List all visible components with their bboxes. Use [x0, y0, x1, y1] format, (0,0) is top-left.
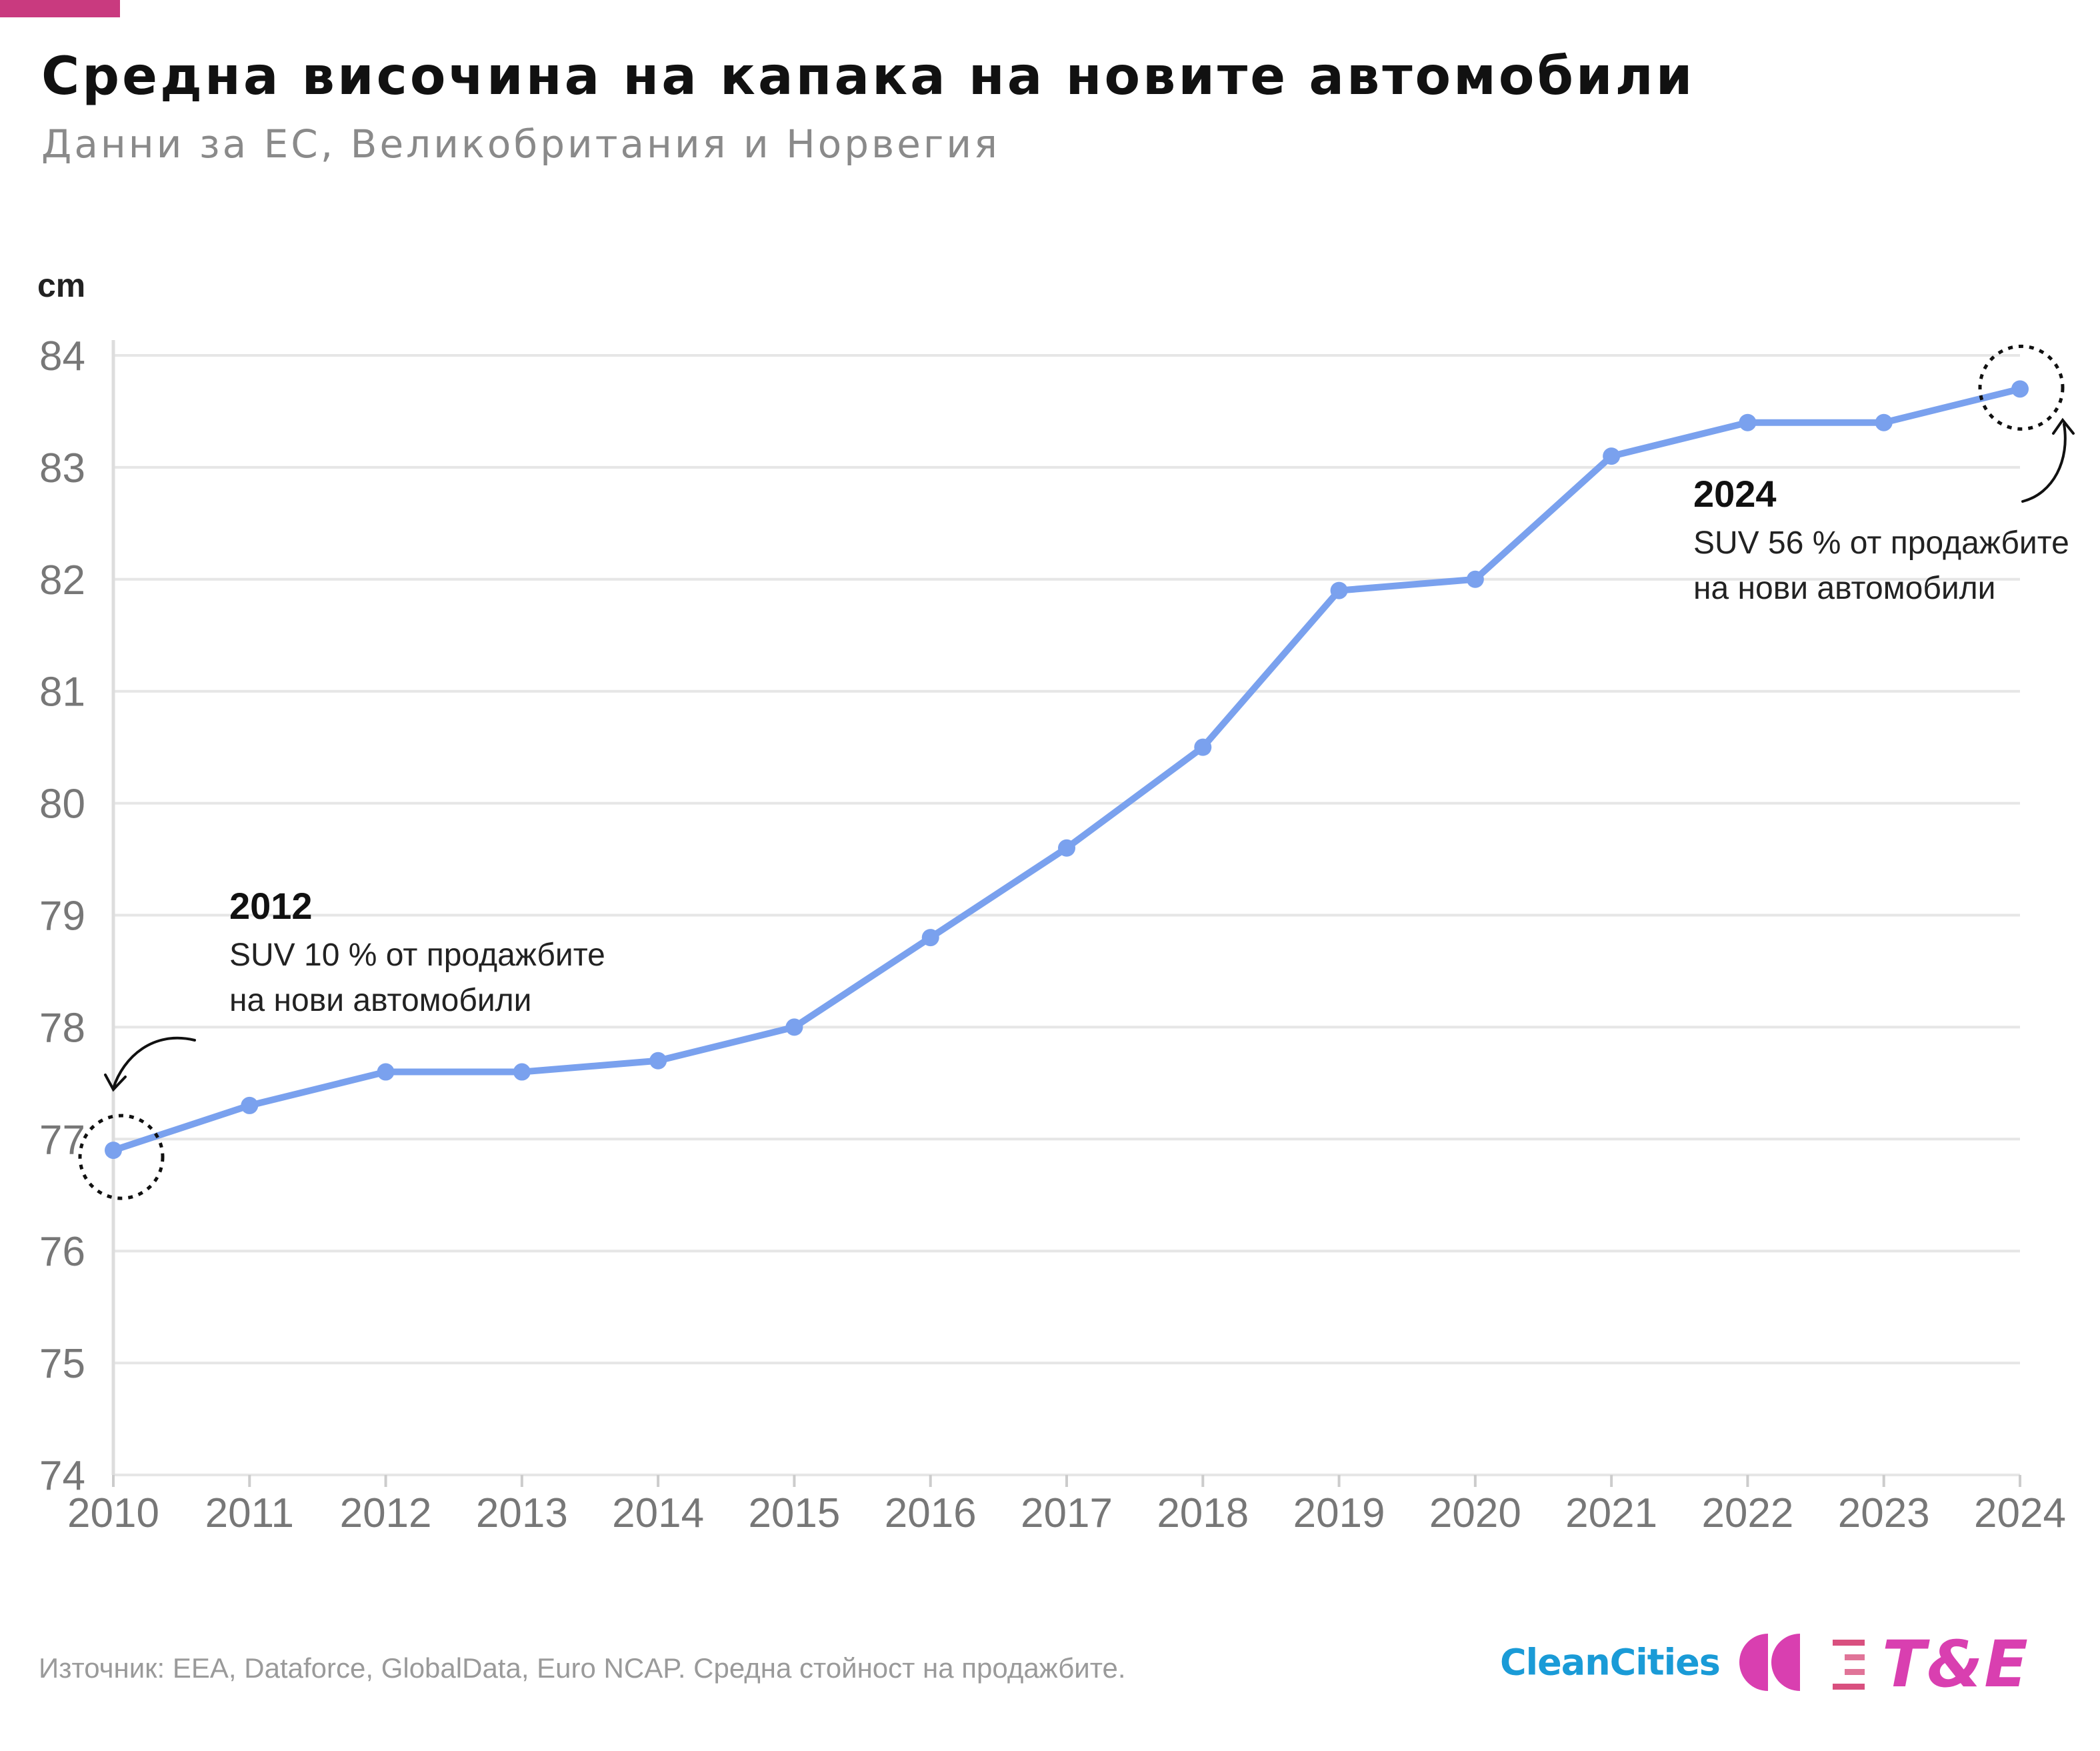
x-tick-label: 2016	[885, 1490, 977, 1536]
y-tick-label: 84	[39, 333, 85, 379]
x-tick-label: 2019	[1293, 1490, 1385, 1536]
y-tick-label: 79	[39, 894, 85, 940]
x-tick-label: 2010	[67, 1490, 159, 1536]
highlight-circle	[1978, 344, 2065, 431]
annotations: 2012 SUV 10 % от продажбите на нови автомо…	[78, 344, 2075, 1200]
annotation-arrow	[2021, 423, 2067, 503]
chart-subtitle: Данни за ЕС, Великобритания и Норвегия	[41, 121, 1000, 167]
annotation-year: 2024	[1693, 473, 1777, 515]
x-tick-label: 2012	[340, 1490, 432, 1536]
annotation-text: на нови автомобили	[1693, 571, 1996, 606]
x-tick-label: 2013	[476, 1490, 568, 1536]
cleancities-logo-text: CleanCities	[1500, 1641, 1721, 1684]
series	[105, 380, 2029, 1160]
data-point	[1739, 413, 1757, 431]
annotation-year: 2012	[229, 885, 313, 927]
highlight-circle	[78, 1114, 165, 1200]
y-tick-label: 78	[39, 1005, 85, 1051]
data-point	[1330, 581, 1348, 599]
y-tick-label: 80	[39, 781, 85, 827]
data-point	[241, 1096, 259, 1114]
x-tick-label: 2024	[1974, 1490, 2066, 1536]
x-tick-label: 2015	[748, 1490, 840, 1536]
data-point	[1466, 570, 1484, 588]
y-tick-label: 82	[39, 557, 85, 603]
x-tick-label: 2021	[1565, 1490, 1657, 1536]
x-tick-label: 2023	[1838, 1490, 1930, 1536]
double-half-circle-icon	[1739, 1634, 1800, 1691]
annotation-arrowhead	[104, 1074, 127, 1092]
x-tick-label: 2017	[1021, 1490, 1113, 1536]
te-logo-text: T&E	[1882, 1627, 2029, 1702]
annotation-arrow	[112, 1036, 196, 1090]
y-tick-label: 76	[39, 1229, 85, 1275]
annotation-text: SUV 56 % от продажбите	[1693, 525, 2069, 561]
y-tick-label: 77	[39, 1117, 85, 1163]
stacked-lines-icon	[1833, 1640, 1865, 1690]
source-note: Източник: EEA, Dataforce, GlobalData, Eu…	[39, 1652, 1126, 1684]
x-tick-label: 2018	[1157, 1490, 1249, 1536]
x-tick-labels: 2010 2011 2012 2013 2014 2015 2016 2017 2018 2019…	[67, 1490, 2066, 1536]
data-point	[785, 1018, 803, 1036]
data-point	[1875, 413, 1893, 431]
y-tick-label: 75	[39, 1341, 85, 1387]
chart-title: Средна височина на капака на новите авто…	[41, 47, 1695, 107]
x-tick-label: 2022	[1701, 1490, 1793, 1536]
annotation-arrowhead	[2052, 417, 2075, 435]
x-tick-label: 2014	[612, 1490, 704, 1536]
annotation-text: на нови автомобили	[229, 983, 532, 1018]
data-point	[105, 1142, 122, 1160]
data-point	[1603, 447, 1621, 465]
y-tick-label: 81	[39, 669, 85, 715]
data-point	[649, 1052, 667, 1070]
x-tick-label: 2020	[1429, 1490, 1521, 1536]
y-tick-labels: 84 83 82 81 80 79 78 77 76 75 74	[39, 333, 85, 1499]
data-point	[377, 1063, 395, 1081]
data-point	[513, 1063, 531, 1081]
cleancities-logo: CleanCities	[1500, 1632, 1803, 1692]
annotation-text: SUV 10 % от продажбите	[229, 938, 605, 973]
data-point	[921, 929, 939, 947]
te-logo: T&E	[1830, 1627, 2029, 1702]
data-point	[1058, 839, 1075, 857]
y-tick-label: 74	[39, 1453, 85, 1499]
gridlines	[113, 354, 2020, 1476]
axes	[111, 340, 2021, 1487]
unit-label: cm	[37, 267, 85, 304]
accent-bar	[0, 0, 120, 17]
data-point	[1194, 738, 1212, 756]
y-tick-label: 83	[39, 445, 85, 491]
data-point	[2011, 380, 2029, 398]
x-tick-label: 2011	[205, 1490, 294, 1536]
